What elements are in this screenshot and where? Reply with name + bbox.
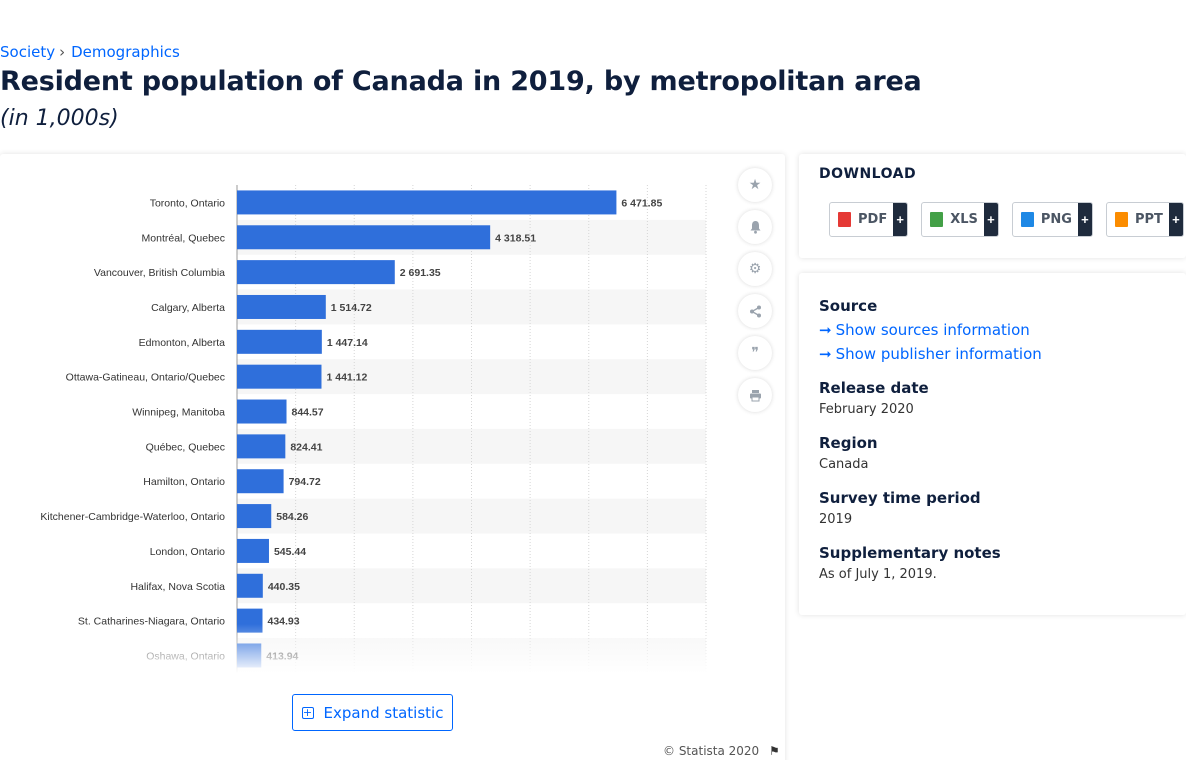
arrow-right-icon: ➞	[819, 321, 832, 339]
region-heading: Region	[819, 434, 878, 452]
bar-chart: Toronto, Ontario 6 471.85 Montréal, Quebec…	[40, 185, 707, 673]
data-label: 794.72	[289, 476, 321, 488]
release-date-heading: Release date	[819, 379, 929, 397]
data-label: 545.44	[274, 546, 306, 558]
gear-icon[interactable]: ⚙	[738, 252, 772, 286]
show-sources-link[interactable]: ➞ Show sources information	[819, 321, 1030, 339]
download-title: DOWNLOAD	[819, 166, 917, 182]
breadcrumb-demographics[interactable]: Demographics	[71, 43, 180, 61]
download-png-label: PNG	[1040, 212, 1072, 227]
category-label: Kitchener-Cambridge-Waterloo, Ontario	[40, 511, 225, 523]
row-stripe	[237, 568, 706, 604]
print-icon[interactable]	[738, 378, 772, 412]
plus-icon: +	[983, 203, 998, 236]
download-card: DOWNLOAD PDF + XLS + PNG + PPT +	[799, 154, 1186, 258]
supplementary-notes-heading: Supplementary notes	[819, 544, 1001, 562]
download-png-button[interactable]: PNG +	[1011, 202, 1093, 237]
page-subtitle: (in 1,000s)	[0, 106, 119, 131]
region-value: Canada	[819, 457, 869, 472]
download-ppt-button[interactable]: PPT +	[1105, 202, 1184, 237]
plus-icon: +	[893, 203, 908, 236]
copyright-notice: © Statista 2020 ⚑	[663, 744, 780, 758]
arrow-right-icon: ➞	[819, 345, 832, 363]
category-label: Montréal, Quebec	[142, 232, 225, 244]
data-label: 4 318.51	[495, 232, 536, 244]
bar	[237, 538, 269, 563]
data-label: 1 447.14	[327, 337, 368, 349]
page-title: Resident population of Canada in 2019, b…	[0, 66, 922, 97]
download-pdf-label: PDF	[858, 212, 888, 227]
breadcrumb-society[interactable]: Society	[0, 43, 56, 61]
download-buttons: PDF + XLS + PNG + PPT +	[829, 202, 1186, 237]
source-heading: Source	[819, 297, 878, 315]
data-label: 6 471.85	[621, 197, 662, 209]
survey-period-heading: Survey time period	[819, 489, 981, 507]
release-date-value: February 2020	[819, 402, 914, 417]
bar	[237, 434, 286, 459]
chart-toolbar: ★ ⚙ ❞	[738, 168, 772, 420]
download-xls-button[interactable]: XLS +	[921, 202, 999, 237]
category-label: Ottawa-Gatineau, Ontario/Quebec	[66, 372, 225, 384]
download-xls-label: XLS	[950, 212, 978, 227]
download-pdf-button[interactable]: PDF +	[829, 202, 909, 237]
data-label: 824.41	[290, 441, 322, 453]
statistic-info-card: Source ➞ Show sources information ➞ Show p…	[799, 273, 1186, 615]
expand-icon: +	[301, 706, 314, 719]
bar	[237, 225, 491, 250]
quote-icon[interactable]: ❞	[738, 336, 772, 370]
star-icon[interactable]: ★	[738, 168, 772, 202]
category-label: Edmonton, Alberta	[139, 337, 226, 349]
category-label: Halifax, Nova Scotia	[130, 581, 225, 593]
bar	[237, 399, 287, 424]
category-label: London, Ontario	[150, 546, 225, 558]
xls-file-icon	[930, 212, 944, 227]
data-label: 2 691.35	[400, 267, 441, 279]
copyright-text[interactable]: © Statista 2020	[663, 744, 760, 758]
data-label: 440.35	[268, 581, 300, 593]
data-label: 1 514.72	[331, 302, 372, 314]
plus-icon: +	[1168, 203, 1183, 236]
share-icon[interactable]	[738, 294, 772, 328]
plus-icon: +	[1077, 203, 1092, 236]
breadcrumb: Society › Demographics	[0, 43, 184, 61]
bar	[237, 260, 395, 285]
category-label: Hamilton, Ontario	[143, 476, 225, 488]
breadcrumb-separator: ›	[59, 43, 66, 61]
png-file-icon	[1020, 212, 1034, 227]
pdf-file-icon	[838, 212, 851, 227]
bar	[237, 469, 284, 494]
category-label: Québec, Quebec	[146, 441, 225, 453]
ppt-file-icon	[1114, 212, 1128, 227]
category-label: Winnipeg, Manitoba	[132, 407, 225, 419]
bar	[237, 504, 272, 529]
show-publisher-link[interactable]: ➞ Show publisher information	[819, 345, 1042, 363]
expand-statistic-button[interactable]: + Expand statistic	[292, 694, 453, 731]
chart-fade-overlay	[0, 624, 720, 674]
chart-card: Toronto, Ontario 6 471.85 Montréal, Quebec…	[0, 154, 785, 760]
bar	[237, 364, 322, 389]
bell-icon[interactable]	[738, 210, 772, 244]
bar	[237, 329, 322, 354]
supplementary-notes-value: As of July 1, 2019.	[819, 567, 937, 582]
expand-statistic-label: Expand statistic	[323, 703, 444, 722]
category-label: Toronto, Ontario	[150, 197, 225, 209]
survey-period-value: 2019	[819, 512, 853, 527]
data-label: 584.26	[276, 511, 308, 523]
data-label: 844.57	[292, 407, 324, 419]
category-label: Vancouver, British Columbia	[94, 267, 225, 279]
bar	[237, 573, 263, 598]
bar	[237, 190, 617, 215]
download-ppt-label: PPT	[1134, 212, 1163, 227]
data-label: 1 441.12	[326, 372, 367, 384]
flag-icon[interactable]: ⚑	[769, 744, 780, 758]
category-label: Calgary, Alberta	[151, 302, 225, 314]
bar	[237, 294, 326, 319]
